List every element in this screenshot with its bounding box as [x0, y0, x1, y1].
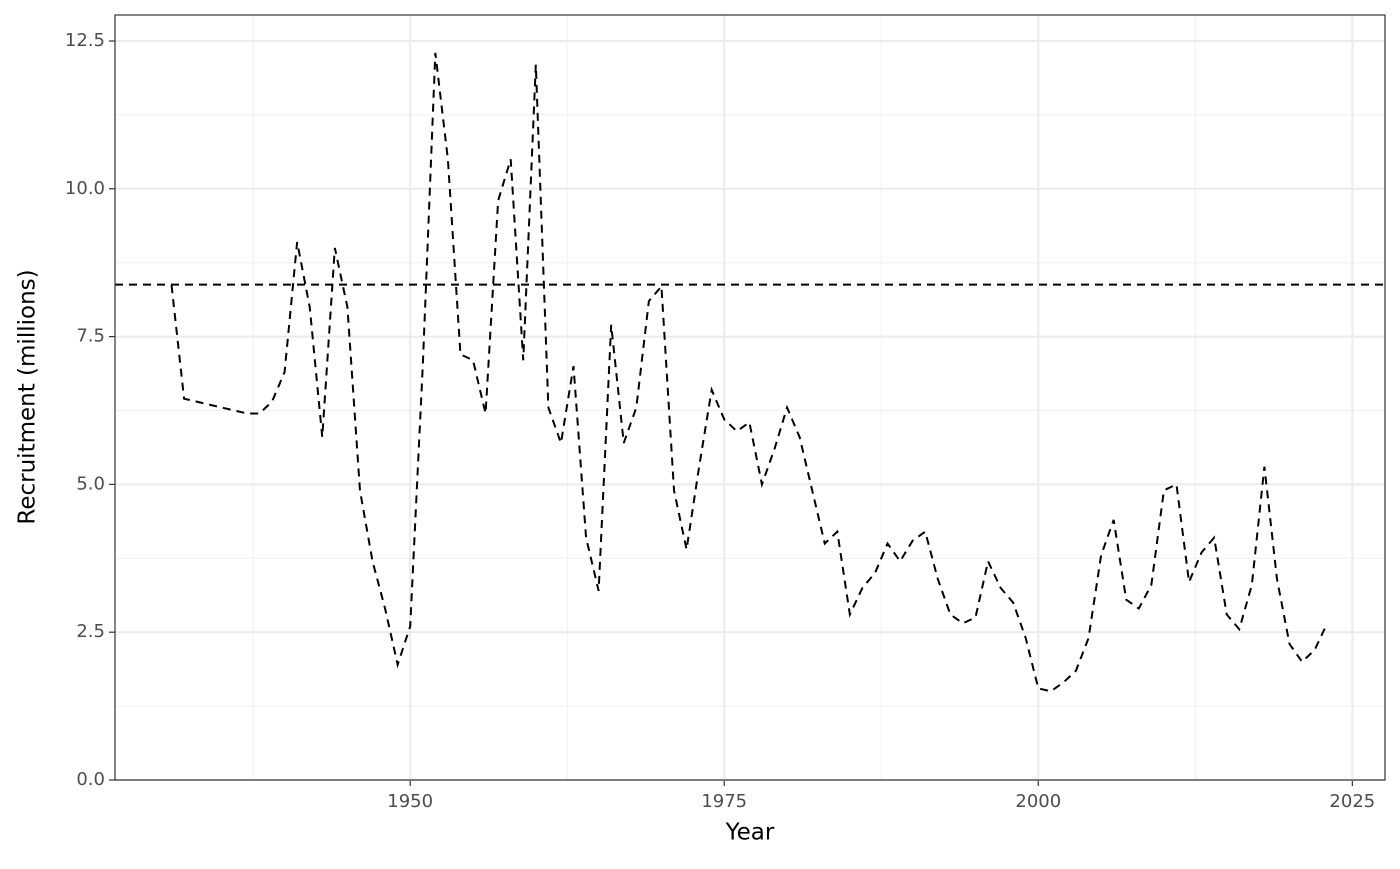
y-tick-label: 12.5 — [65, 30, 105, 51]
y-tick-label: 2.5 — [76, 621, 105, 642]
x-axis-title: Year — [725, 820, 775, 846]
y-tick-label: 0.0 — [76, 769, 105, 790]
x-tick-label: 1950 — [387, 791, 433, 812]
x-tick-label: 1975 — [701, 791, 747, 812]
y-tick-label: 5.0 — [76, 473, 105, 494]
y-tick-label: 10.0 — [65, 178, 105, 199]
data-line — [170, 52, 1329, 693]
x-tick-label: 2000 — [1015, 791, 1061, 812]
panel-border — [114, 14, 1386, 781]
y-axis-title: Recruitment (millions) — [15, 269, 41, 524]
y-tick-label: 7.5 — [76, 326, 105, 347]
x-tick-label: 2025 — [1329, 791, 1375, 812]
